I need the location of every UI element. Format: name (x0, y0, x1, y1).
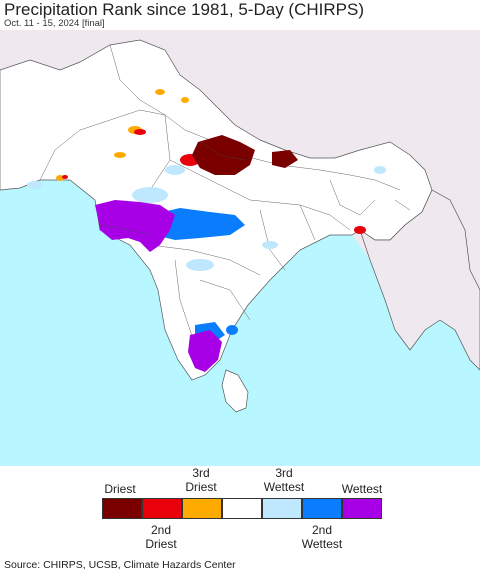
legend-label-wettest: Wettest (341, 482, 383, 496)
legend-swatch-third-driest (182, 498, 222, 519)
legend-label-second-driest-line1: 2nd (150, 523, 172, 537)
legend-swatch-driest (102, 498, 142, 519)
legend-swatch-normal (222, 498, 262, 519)
legend-swatch-second-wettest (302, 498, 342, 519)
legend-label-third-wettest-line1: 3rd (275, 466, 293, 480)
precipitation-map (0, 30, 480, 466)
land-sri-lanka (221, 369, 249, 413)
legend-label-third-driest: 3rd Driest (166, 466, 236, 494)
legend-swatch-second-driest (142, 498, 182, 519)
land-east (359, 189, 480, 371)
source-credit: Source: CHIRPS, UCSB, Climate Hazards Ce… (4, 559, 236, 571)
legend-label-third-wettest: 3rd Wettest (249, 466, 319, 494)
legend-label-third-driest-line2: Driest (185, 480, 217, 494)
legend-label-third-wettest-line2: Wettest (263, 480, 305, 494)
legend-label-second-driest-line2: Driest (145, 537, 177, 551)
legend-label-second-wettest-line2: Wettest (301, 537, 343, 551)
ocean (0, 180, 480, 466)
legend-label-second-driest: 2nd Driest (126, 523, 196, 551)
legend-swatch-third-wettest (262, 498, 302, 519)
map-subtitle: Oct. 11 - 15, 2024 [final] (4, 18, 105, 29)
legend-swatch-wettest (342, 498, 382, 519)
legend-label-third-driest-line1: 3rd (192, 466, 210, 480)
legend-label-second-wettest: 2nd Wettest (287, 523, 357, 551)
legend-label-second-wettest-line1: 2nd (311, 523, 333, 537)
map-title: Precipitation Rank since 1981, 5-Day (CH… (4, 0, 364, 19)
legend-label-driest: Driest (104, 482, 136, 496)
